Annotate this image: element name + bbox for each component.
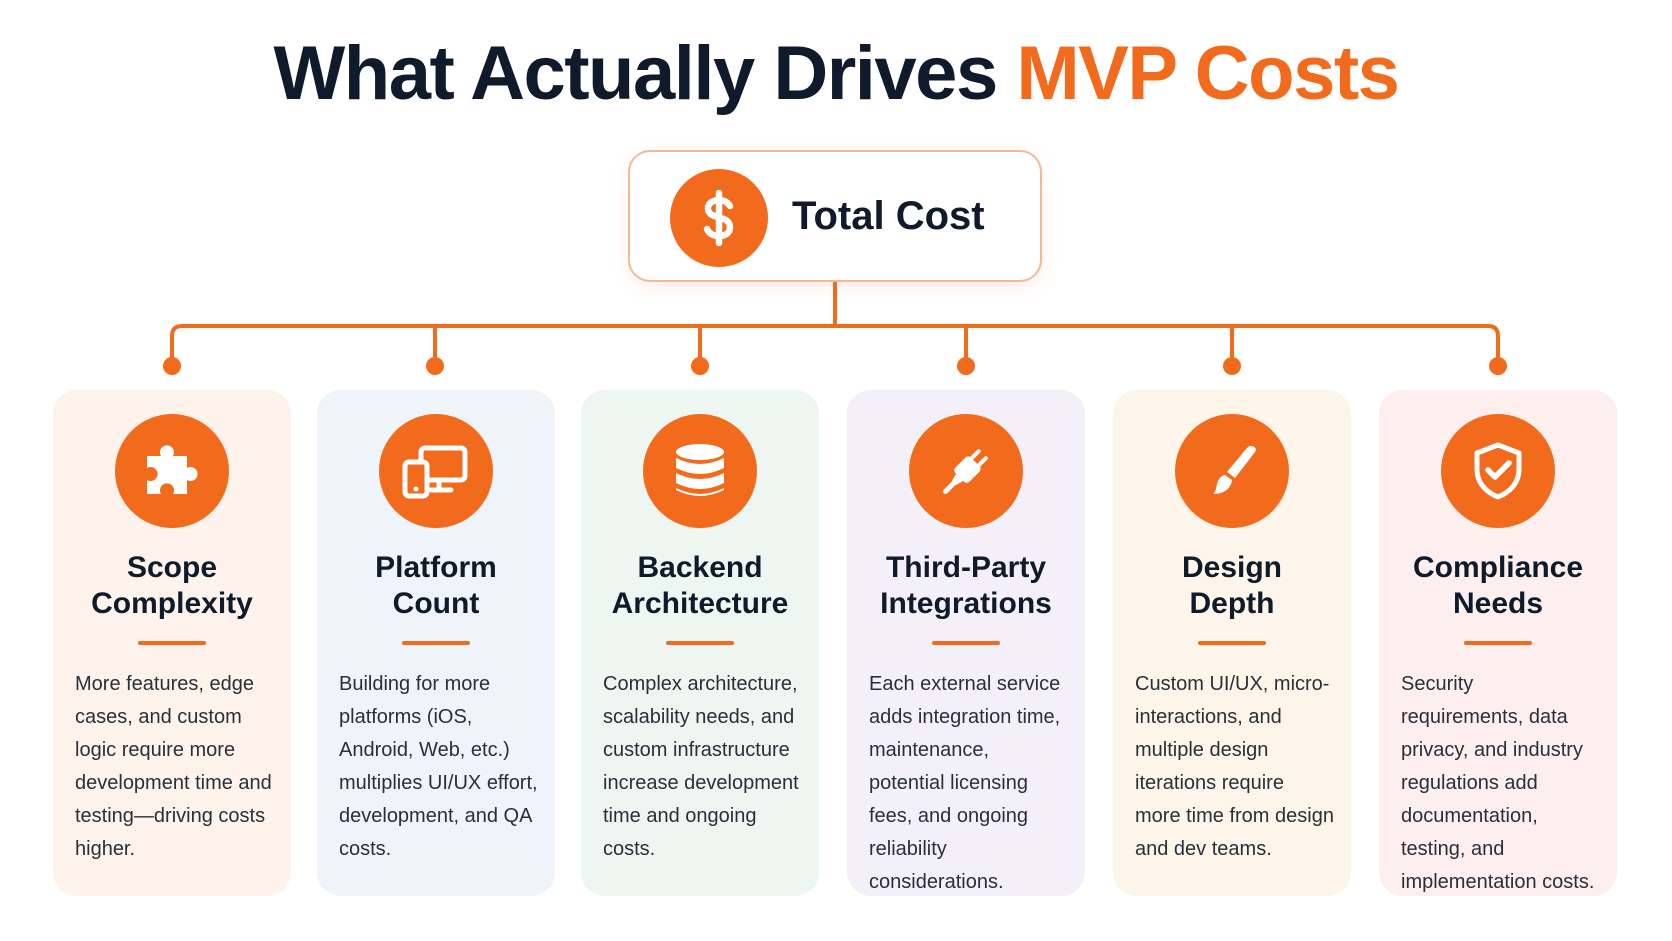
connector-dot-3 xyxy=(691,357,709,375)
factor-description: Security requirements, data privacy, and… xyxy=(1401,673,1595,893)
factor-title-line2: Architecture xyxy=(611,587,789,620)
factor-description: Building for more platforms (iOS, Androi… xyxy=(339,673,538,860)
factor-card-platform-count: Platform Count Building for more platfor… xyxy=(317,390,555,896)
factor-card-compliance-needs: Compliance Needs Security requirements, … xyxy=(1379,390,1617,896)
factor-title: Scope Complexity xyxy=(53,550,291,622)
title-main: What Actually Drives xyxy=(273,31,1017,116)
factor-title-line1: Scope xyxy=(126,551,218,584)
factor-title: Design Depth xyxy=(1113,550,1351,622)
title-underline xyxy=(932,641,1000,645)
title-underline xyxy=(402,641,470,645)
factor-card-third-party-integrations: Third-Party Integrations Each external s… xyxy=(847,390,1085,896)
factor-card-backend-architecture: Backend Architecture Complex architectur… xyxy=(581,390,819,896)
factor-title-line2: Depth xyxy=(1189,587,1275,620)
shield-check-icon xyxy=(1441,414,1555,528)
connector-dot-4 xyxy=(957,357,975,375)
factor-card-scope-complexity: Scope Complexity More features, edge cas… xyxy=(53,390,291,896)
page-title: What Actually Drives MVP Costs xyxy=(0,30,1672,117)
factor-title-line2: Integrations xyxy=(880,587,1052,620)
factor-title: Compliance Needs xyxy=(1379,550,1617,622)
factor-title-line1: Third-Party xyxy=(885,551,1047,584)
factor-title-line1: Backend xyxy=(637,551,763,584)
brush-icon xyxy=(1175,414,1289,528)
title-underline xyxy=(1464,641,1532,645)
connector-dot-1 xyxy=(163,357,181,375)
title-underline xyxy=(138,641,206,645)
factor-title-line2: Count xyxy=(392,587,480,620)
connector-dot-2 xyxy=(426,357,444,375)
factor-description: More features, edge cases, and custom lo… xyxy=(75,673,272,860)
devices-icon xyxy=(379,414,493,528)
factor-title-line1: Platform xyxy=(375,551,497,584)
factor-title-line1: Design xyxy=(1181,551,1283,584)
factor-title: Platform Count xyxy=(317,550,555,622)
factor-card-design-depth: Design Depth Custom UI/UX, micro-interac… xyxy=(1113,390,1351,896)
factor-title: Third-Party Integrations xyxy=(847,550,1085,622)
connector-dot-6 xyxy=(1489,357,1507,375)
puzzle-icon xyxy=(115,414,229,528)
total-cost-label: Total Cost xyxy=(792,194,985,238)
factor-description: Custom UI/UX, micro-interactions, and mu… xyxy=(1135,673,1334,860)
dollar-icon xyxy=(670,169,768,267)
title-underline xyxy=(666,641,734,645)
total-cost-node: Total Cost xyxy=(628,150,1042,282)
connector-bus xyxy=(170,324,1500,368)
factor-description: Complex architecture, scalability needs,… xyxy=(603,673,799,860)
title-accent: MVP Costs xyxy=(1016,31,1400,116)
factor-title-line1: Compliance xyxy=(1412,551,1584,584)
database-icon xyxy=(643,414,757,528)
title-underline xyxy=(1198,641,1266,645)
factor-title-line2: Needs xyxy=(1452,587,1544,620)
plug-icon xyxy=(909,414,1023,528)
factor-title-line2: Complexity xyxy=(91,587,253,620)
factor-title: Backend Architecture xyxy=(581,550,819,622)
connector-dot-5 xyxy=(1223,357,1241,375)
factor-description: Each external service adds integration t… xyxy=(869,673,1061,893)
